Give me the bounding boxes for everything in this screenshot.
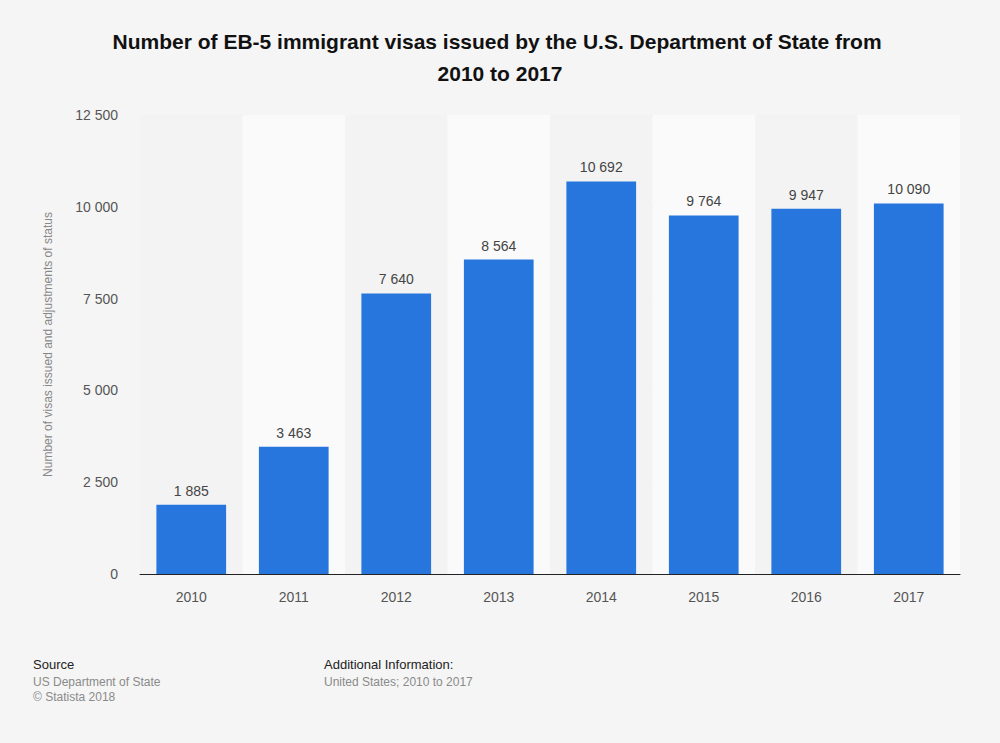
svg-text:Source: Source xyxy=(33,657,74,672)
svg-text:10 000: 10 000 xyxy=(75,199,118,215)
svg-text:Number of visas issued and adj: Number of visas issued and adjustments o… xyxy=(41,212,55,477)
svg-text:2012: 2012 xyxy=(381,589,412,605)
svg-text:5 000: 5 000 xyxy=(83,382,118,398)
svg-text:7 640: 7 640 xyxy=(379,271,414,287)
svg-text:10 090: 10 090 xyxy=(887,181,930,197)
svg-text:10 692: 10 692 xyxy=(580,159,623,175)
svg-text:United States; 2010 to 2017: United States; 2010 to 2017 xyxy=(324,675,473,689)
svg-text:2015: 2015 xyxy=(688,589,719,605)
svg-text:2016: 2016 xyxy=(791,589,822,605)
svg-text:9 764: 9 764 xyxy=(686,193,721,209)
svg-text:7 500: 7 500 xyxy=(83,291,118,307)
svg-text:8 564: 8 564 xyxy=(481,238,516,254)
svg-text:3 463: 3 463 xyxy=(276,425,311,441)
svg-text:12 500: 12 500 xyxy=(75,107,118,123)
svg-text:US Department of State: US Department of State xyxy=(33,675,161,689)
svg-text:2011: 2011 xyxy=(279,589,309,605)
svg-text:2010: 2010 xyxy=(176,589,207,605)
svg-text:2 500: 2 500 xyxy=(83,474,118,490)
svg-text:1 885: 1 885 xyxy=(174,483,209,499)
svg-text:Additional Information:: Additional Information: xyxy=(324,657,453,672)
svg-text:0: 0 xyxy=(110,566,118,582)
svg-text:2013: 2013 xyxy=(483,589,514,605)
svg-text:2010 to 2017: 2010 to 2017 xyxy=(438,62,563,85)
svg-text:Number of EB-5 immigrant visas: Number of EB-5 immigrant visas issued by… xyxy=(113,30,888,53)
svg-text:2014: 2014 xyxy=(586,589,617,605)
svg-text:© Statista 2018: © Statista 2018 xyxy=(33,690,116,704)
svg-text:2017: 2017 xyxy=(893,589,924,605)
svg-text:9 947: 9 947 xyxy=(789,187,824,203)
